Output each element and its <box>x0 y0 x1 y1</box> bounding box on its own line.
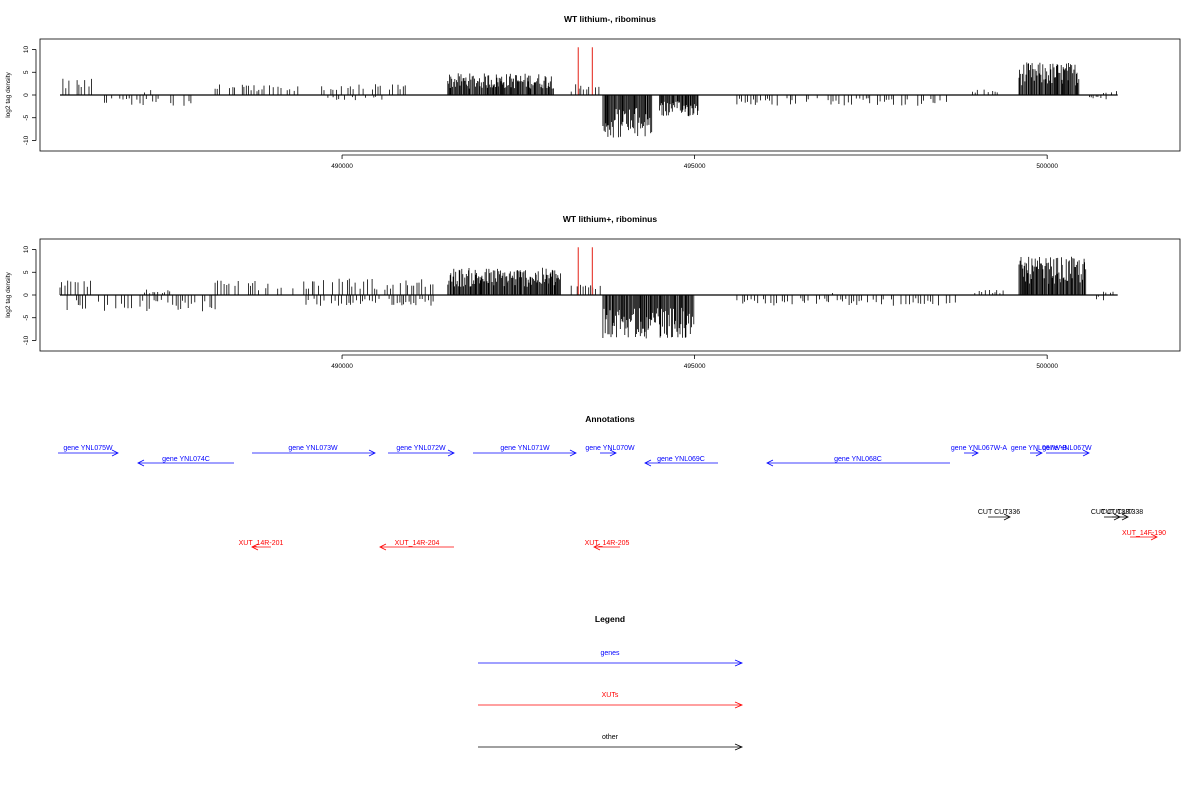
legend-panel: Legend genes XUTs other <box>478 614 744 751</box>
arrow-head-right <box>734 743 744 751</box>
boundary-markers <box>577 47 593 95</box>
arrow-head-left <box>766 459 774 467</box>
arrow-head-left <box>593 543 601 551</box>
plot-frame <box>39 238 1181 352</box>
arrow-head-right <box>111 449 119 457</box>
feature-label: XUT_14F-190 <box>1122 530 1166 537</box>
annotations-title: Annotations <box>585 414 635 424</box>
xut-feature: XUT_14R-201 <box>239 540 284 551</box>
y-tick-label: 5 <box>23 270 30 274</box>
gene-feature: gene YNL067W <box>1042 445 1092 457</box>
y-tick-label: -10 <box>23 335 30 345</box>
feature-label: gene YNL067W <box>1042 445 1092 452</box>
arrow-head-right <box>734 701 744 709</box>
legend-item-genes: genes <box>478 650 744 667</box>
y-tick-label: 10 <box>23 246 30 254</box>
density-bars <box>62 62 1117 138</box>
plot-frame <box>39 38 1181 152</box>
arrow-head-right <box>1082 449 1090 457</box>
legend-label: other <box>602 734 619 741</box>
x-tick-label: 500000 <box>1036 363 1058 370</box>
legend-item-xuts: XUTs <box>478 692 744 709</box>
legend-label: XUTs <box>602 692 619 699</box>
y-axis-label: log2 tag density <box>5 271 12 317</box>
y-tick-label: -5 <box>23 314 30 320</box>
feature-label: gene YNL072W <box>396 445 446 452</box>
y-axis-label: log2 tag density <box>5 71 12 117</box>
feature-label: XUT_14R-201 <box>239 540 284 547</box>
y-tick-label: 10 <box>23 46 30 54</box>
feature-label: CUT CUT337 <box>1091 509 1133 516</box>
y-tick-label: 0 <box>23 93 30 97</box>
x-tick-label: 495000 <box>684 363 706 370</box>
arrow-head-right <box>609 449 617 457</box>
arrow-head-right <box>1121 513 1129 521</box>
y-tick-label: -5 <box>23 114 30 120</box>
x-axis: 490000 495000 500000 <box>331 354 1058 370</box>
other-feature: CUT CUT336 <box>978 509 1020 521</box>
gene-feature: gene YNL074C <box>137 456 234 467</box>
feature-label: gene YNL074C <box>162 456 210 463</box>
other-feature: CUT CUT338 <box>1101 509 1143 521</box>
y-tick-label: 5 <box>23 70 30 74</box>
gene-feature: gene YNL071W <box>473 445 577 457</box>
feature-label: CUT CUT338 <box>1101 509 1143 516</box>
y-axis: -10 -5 0 5 10 <box>23 46 37 145</box>
arrow-head-left <box>379 543 387 551</box>
arrow-head-right <box>1150 533 1158 541</box>
feature-label: gene YNL073W <box>288 445 338 452</box>
feature-label: gene YNL075W <box>63 445 113 452</box>
x-tick-label: 490000 <box>331 163 353 170</box>
feature-label: gene YNL068C <box>834 456 882 463</box>
gene-feature: gene YNL073W <box>252 445 376 457</box>
feature-label: XUT_14R-205 <box>585 540 630 547</box>
xut-feature: XUT_14F-190 <box>1122 530 1166 541</box>
arrow-head-right <box>1003 513 1011 521</box>
y-axis: -10 -5 0 5 10 <box>23 246 37 345</box>
gene-feature: gene YNL072W <box>388 445 455 457</box>
gene-feature: gene YNL069C <box>644 456 718 467</box>
x-tick-label: 500000 <box>1036 163 1058 170</box>
legend-title: Legend <box>595 614 625 624</box>
arrow-head-right <box>1035 449 1043 457</box>
arrow-head-left <box>137 459 145 467</box>
feature-label: gene YNL069C <box>657 456 705 463</box>
arrow-head-right <box>569 449 577 457</box>
feature-label: gene YNL071W <box>500 445 550 452</box>
gene-feature: gene YNL075W <box>58 445 119 457</box>
annotations-panel: Annotations gene YNL075W gene YNL074C ge… <box>58 414 1166 551</box>
gene-feature: gene YNL070W <box>585 445 635 457</box>
gene-feature: gene YNL068C <box>766 456 950 467</box>
boundary-markers <box>577 247 593 295</box>
y-tick-label: 0 <box>23 293 30 297</box>
feature-label: CUT CUT336 <box>978 509 1020 516</box>
arrow-head-left <box>644 459 652 467</box>
feature-label: gene YNL070W <box>585 445 635 452</box>
density-bars <box>59 256 1114 339</box>
arrow-head-left <box>251 543 259 551</box>
x-axis: 490000 495000 500000 <box>331 154 1058 170</box>
feature-label: gene YNL067W-A <box>951 445 1007 452</box>
xut-feature: XUT_14R-205 <box>585 540 630 551</box>
gene-feature: gene YNL067W-B <box>1011 445 1067 457</box>
legend-label: genes <box>600 650 620 657</box>
arrow-head-right <box>971 449 979 457</box>
xut-feature: XUT_14R-204 <box>379 540 454 551</box>
arrow-head-right <box>734 659 744 667</box>
legend-item-other: other <box>478 734 744 751</box>
x-tick-label: 495000 <box>684 163 706 170</box>
panel-title: WT lithium+, ribominus <box>563 214 657 224</box>
x-tick-label: 490000 <box>331 363 353 370</box>
track-panel-lithium-minus: WT lithium-, ribominus log2 tag density … <box>5 14 1181 170</box>
y-tick-label: -10 <box>23 135 30 145</box>
arrow-head-right <box>447 449 455 457</box>
arrow-head-right <box>368 449 376 457</box>
feature-label: gene YNL067W-B <box>1011 445 1067 452</box>
panel-title: WT lithium-, ribominus <box>564 14 656 24</box>
feature-label: XUT_14R-204 <box>395 540 440 547</box>
gene-feature: gene YNL067W-A <box>951 445 1007 457</box>
track-panel-lithium-plus: WT lithium+, ribominus log2 tag density … <box>5 214 1181 370</box>
